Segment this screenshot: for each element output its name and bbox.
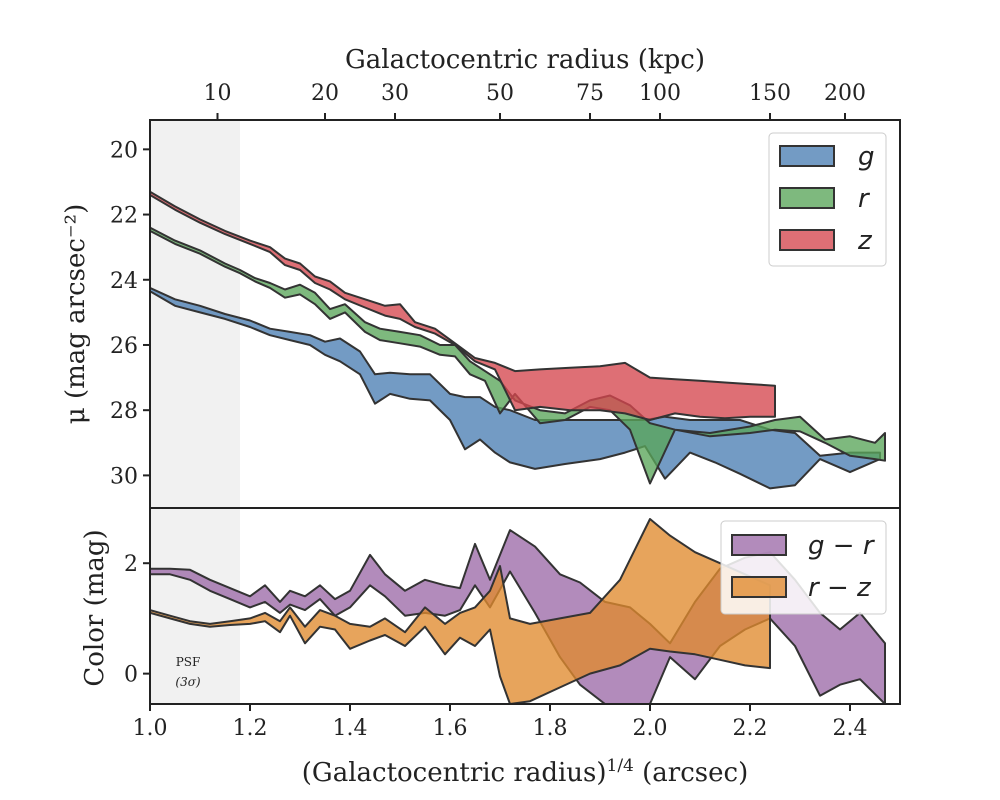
top-legend-label: r: [858, 184, 871, 214]
top-x-tick-label: 50: [486, 81, 514, 106]
bottom-x-tick-label: 1.8: [533, 716, 568, 741]
bottom-x-tick-label: 1.0: [133, 716, 168, 741]
top-axis-title: Galactocentric radius (kpc): [345, 45, 705, 75]
bottom-x-tick-label: 2.4: [833, 716, 868, 741]
top-y-tick-label: 24: [110, 269, 138, 294]
bottom-legend-label: r − z: [808, 573, 872, 603]
series-band-g-minus-r: [150, 529, 886, 704]
series-band-z: [150, 190, 776, 421]
bottom-x-axis-title: (Galactocentric radius)1/4 (arcsec): [302, 756, 748, 788]
bottom-legend: g − r r − z: [720, 520, 887, 615]
series-band-r-minus-z: [150, 518, 771, 704]
surface-brightness-panel: 20 22 24 26 28 30 10 20 30 50 75 100 150 200 Galacto…: [61, 45, 901, 509]
bottom-y-tick-label: 2: [124, 552, 138, 577]
bottom-x-tick-label: 1.6: [433, 716, 468, 741]
top-x-tick-label: 100: [639, 81, 681, 106]
top-legend-label: z: [857, 226, 873, 256]
top-x-tick-label: 20: [311, 81, 339, 106]
bottom-legend-label: g − r: [808, 531, 876, 561]
bottom-legend-swatch: [731, 576, 787, 598]
top-x-tick-label: 150: [749, 81, 791, 106]
color-panel: 02 1.0 1.2 1.4 1.6 1.8 2.0 2.2 2.4 Color (mag) …: [80, 507, 901, 788]
top-y-tick-label: 20: [110, 138, 138, 163]
top-x-tick-label: 10: [204, 81, 232, 106]
bottom-x-tick-label: 2.2: [733, 716, 768, 741]
top-x-tick-label: 30: [381, 81, 409, 106]
bottom-x-tick-label: 2.0: [633, 716, 668, 741]
top-legend-swatch: [779, 187, 835, 209]
top-legend-swatch: [779, 229, 835, 251]
top-legend: grz: [768, 132, 887, 267]
top-y-tick-label: 28: [110, 399, 138, 424]
top-y-tick-label: 22: [110, 204, 138, 229]
top-x-tick-label: 75: [576, 81, 604, 106]
bottom-x-tick-label: 1.4: [333, 716, 368, 741]
series-band-r: [150, 226, 886, 485]
psf-shaded-region-bottom: [150, 508, 240, 704]
bottom-x-tick-label: 1.2: [233, 716, 268, 741]
top-legend-label: g: [858, 142, 875, 172]
top-legend-swatch: [779, 145, 835, 167]
top-y-axis-title: μ (mag arcsec⁻²): [61, 204, 91, 424]
psf-label-line2: (3σ): [175, 675, 201, 689]
bottom-y-tick-label: 0: [124, 663, 138, 688]
top-y-tick-label: 30: [110, 464, 138, 489]
bottom-y-axis-title: Color (mag): [80, 529, 110, 686]
psf-label-line1: PSF: [176, 655, 201, 669]
bottom-legend-swatch: [731, 534, 787, 556]
top-y-tick-label: 26: [110, 334, 138, 359]
top-x-tick-label: 200: [824, 81, 866, 106]
bottom-panel-frame: [149, 507, 901, 705]
